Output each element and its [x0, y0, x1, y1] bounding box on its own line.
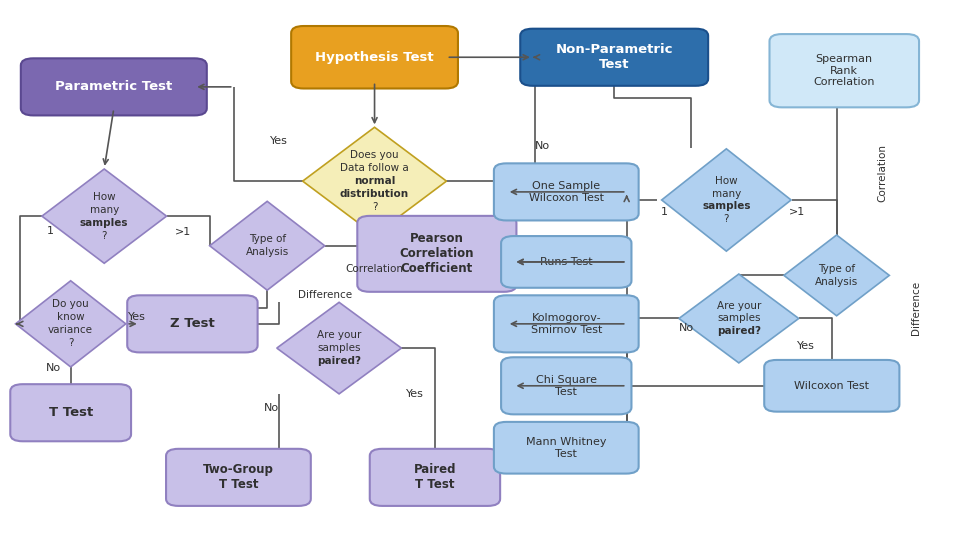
Text: Z Test: Z Test [170, 318, 215, 330]
Text: Difference: Difference [911, 281, 922, 335]
FancyBboxPatch shape [501, 236, 632, 288]
Text: Mann Whitney
Test: Mann Whitney Test [526, 437, 607, 458]
Text: distribution: distribution [340, 189, 409, 199]
Text: Paired
T Test: Paired T Test [414, 463, 456, 491]
FancyBboxPatch shape [128, 295, 257, 353]
Text: know: know [57, 313, 84, 322]
FancyBboxPatch shape [770, 34, 919, 107]
Text: many: many [711, 188, 741, 199]
FancyBboxPatch shape [493, 164, 638, 220]
Text: No: No [263, 403, 278, 414]
FancyBboxPatch shape [520, 29, 708, 86]
Text: Yes: Yes [797, 341, 815, 352]
Text: Do you: Do you [52, 300, 89, 309]
Text: Yes: Yes [270, 136, 288, 146]
Text: variance: variance [48, 325, 93, 335]
Text: Correlation: Correlation [346, 264, 404, 274]
Text: Yes: Yes [406, 389, 423, 399]
Text: ?: ? [102, 231, 107, 240]
Text: many: many [89, 205, 119, 215]
Text: Are your: Are your [716, 301, 761, 310]
Polygon shape [661, 149, 791, 251]
FancyBboxPatch shape [21, 58, 206, 116]
Text: Wilcoxon Test: Wilcoxon Test [794, 381, 870, 391]
Polygon shape [679, 274, 799, 363]
Text: Chi Square
Test: Chi Square Test [536, 375, 597, 396]
Polygon shape [209, 201, 324, 290]
Text: Type of: Type of [818, 264, 855, 274]
FancyBboxPatch shape [493, 422, 638, 474]
Text: Analysis: Analysis [246, 247, 289, 257]
Text: T Test: T Test [49, 406, 93, 419]
Text: samples: samples [80, 218, 129, 227]
Polygon shape [276, 302, 401, 394]
Text: Parametric Test: Parametric Test [55, 80, 173, 93]
Text: Yes: Yes [128, 312, 146, 322]
Text: paired?: paired? [317, 356, 361, 366]
FancyBboxPatch shape [493, 295, 638, 353]
Text: Non-Parametric
Test: Non-Parametric Test [556, 43, 673, 71]
Polygon shape [302, 127, 446, 235]
FancyBboxPatch shape [11, 384, 132, 441]
Text: Hypothesis Test: Hypothesis Test [315, 51, 434, 64]
Text: samples: samples [717, 314, 760, 323]
Polygon shape [784, 235, 889, 316]
Text: samples: samples [318, 343, 361, 353]
Text: paired?: paired? [717, 326, 761, 336]
Text: 1: 1 [660, 207, 667, 218]
Text: >1: >1 [175, 227, 191, 237]
Text: >1: >1 [789, 207, 805, 218]
Text: Runs Test: Runs Test [540, 257, 592, 267]
FancyBboxPatch shape [370, 449, 500, 506]
FancyBboxPatch shape [501, 357, 632, 414]
Text: How: How [93, 192, 115, 202]
Text: Data follow a: Data follow a [340, 163, 409, 173]
Text: normal: normal [354, 176, 396, 186]
Text: Difference: Difference [298, 291, 352, 300]
Text: Pearson
Correlation
Coefficient: Pearson Correlation Coefficient [399, 232, 474, 275]
FancyBboxPatch shape [291, 26, 458, 89]
Text: Does you: Does you [350, 150, 398, 160]
Text: 1: 1 [47, 226, 54, 236]
Text: No: No [679, 322, 694, 333]
Text: Kolmogorov-
Smirnov Test: Kolmogorov- Smirnov Test [531, 313, 602, 335]
Text: Analysis: Analysis [815, 277, 858, 287]
Text: No: No [535, 141, 550, 151]
Text: ?: ? [68, 338, 73, 348]
Polygon shape [42, 169, 166, 264]
Polygon shape [15, 281, 126, 367]
Text: One Sample
Wilcoxon Test: One Sample Wilcoxon Test [529, 181, 604, 202]
Text: Type of: Type of [249, 234, 286, 244]
Text: Two-Group
T Test: Two-Group T Test [203, 463, 274, 491]
Text: No: No [46, 363, 61, 373]
Text: Spearman
Rank
Correlation: Spearman Rank Correlation [813, 54, 875, 87]
Text: ?: ? [724, 214, 729, 225]
FancyBboxPatch shape [764, 360, 900, 411]
FancyBboxPatch shape [357, 216, 516, 292]
Text: How: How [715, 176, 737, 186]
Text: Are your: Are your [317, 330, 361, 340]
FancyBboxPatch shape [166, 449, 311, 506]
Text: samples: samples [702, 201, 751, 212]
Text: Correlation: Correlation [877, 144, 888, 202]
Text: ?: ? [372, 202, 377, 212]
